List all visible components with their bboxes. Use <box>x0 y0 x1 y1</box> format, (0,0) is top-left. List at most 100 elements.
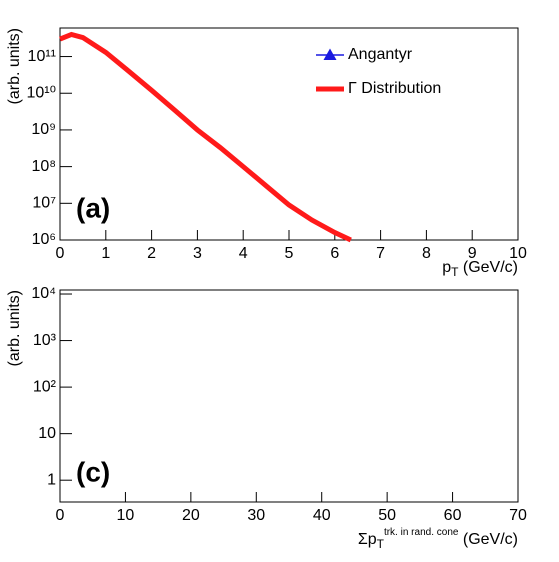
square-marker <box>369 0 378 9</box>
square-marker <box>320 0 329 9</box>
square-marker <box>303 0 312 9</box>
square-marker <box>401 0 410 9</box>
square-marker <box>319 0 328 9</box>
y-axis-label: (arb. units) <box>6 290 23 366</box>
panel-label: (c) <box>76 456 110 487</box>
plot-frame <box>59 289 519 503</box>
x-tick-label: 60 <box>444 507 462 524</box>
square-marker <box>332 0 341 9</box>
square-marker <box>411 0 420 9</box>
x-axis-label: ΣpTtrk. in rand. cone (GeV/c) <box>358 527 518 552</box>
square-marker <box>299 0 308 9</box>
x-axis-label: pT (GeV/c) <box>442 259 518 279</box>
plot-frame <box>59 27 519 241</box>
y-tick-label: 10¹⁰ <box>26 84 56 101</box>
square-marker <box>422 0 431 9</box>
square-marker <box>356 0 365 9</box>
legend-label: Γ Distribution <box>348 80 441 97</box>
square-marker <box>349 0 358 9</box>
square-marker <box>418 0 427 9</box>
x-tick-label: 20 <box>182 507 200 524</box>
square-marker <box>486 0 495 9</box>
square-marker <box>392 0 401 9</box>
square-marker <box>443 0 452 9</box>
y-tick-label: 1 <box>47 471 56 488</box>
square-marker <box>476 0 485 9</box>
x-tick-label: 3 <box>193 245 202 262</box>
square-marker <box>300 0 309 9</box>
square-marker <box>467 0 476 9</box>
legend-label: Angantyr <box>348 46 413 63</box>
square-marker <box>315 0 324 9</box>
square-marker <box>391 0 400 9</box>
y-tick-label: 10⁴ <box>31 285 56 302</box>
x-label-part: T <box>377 537 385 551</box>
y-tick-label: 10² <box>33 378 57 395</box>
x-tick-label: 10 <box>509 245 527 262</box>
square-marker <box>457 0 466 9</box>
square-marker <box>476 0 485 9</box>
square-marker <box>405 0 414 9</box>
x-tick-label: 1 <box>101 245 110 262</box>
square-marker <box>325 0 334 9</box>
square-marker <box>303 0 312 9</box>
x-tick-label: 0 <box>56 245 65 262</box>
x-tick-label: 7 <box>376 245 385 262</box>
square-marker <box>314 0 323 9</box>
square-marker <box>305 0 314 9</box>
x-tick-label: 4 <box>239 245 248 262</box>
x-tick-label: 70 <box>509 507 527 524</box>
square-marker <box>490 0 499 9</box>
square-marker <box>381 0 390 9</box>
y-tick-label: 10⁶ <box>32 231 56 248</box>
x-label-part: (GeV/c) <box>458 531 518 548</box>
x-tick-label: 8 <box>422 245 431 262</box>
x-tick-label: 0 <box>56 507 65 524</box>
x-tick-label: 30 <box>247 507 265 524</box>
y-tick-label: 10⁷ <box>32 195 56 212</box>
square-marker <box>453 0 462 9</box>
x-tick-label: 50 <box>378 507 396 524</box>
square-marker <box>358 0 367 9</box>
x-label-part: Σp <box>358 531 377 548</box>
square-marker <box>448 0 457 9</box>
x-tick-label: 6 <box>330 245 339 262</box>
square-marker <box>308 0 317 9</box>
x-tick-label: 9 <box>468 245 477 262</box>
x-label-part: T <box>451 265 459 279</box>
legend-swatch <box>323 48 337 60</box>
square-marker <box>434 0 443 9</box>
y-tick-label: 10⁹ <box>31 121 56 138</box>
y-tick-label: 10 <box>38 425 56 442</box>
square-marker <box>311 0 320 9</box>
square-marker <box>329 0 338 9</box>
x-label-part: (GeV/c) <box>458 259 518 276</box>
line <box>59 31 352 243</box>
square-marker <box>382 0 391 9</box>
y-tick-label: 10⁸ <box>31 158 56 175</box>
square-marker <box>439 0 448 9</box>
square-marker <box>349 0 358 9</box>
x-label-part: trk. in rand. cone <box>384 527 459 538</box>
y-tick-label: 10¹¹ <box>28 48 56 65</box>
square-marker <box>309 0 318 9</box>
x-tick-label: 40 <box>313 507 331 524</box>
panel-label: (a) <box>76 192 110 223</box>
square-marker <box>342 0 351 9</box>
square-marker <box>301 0 310 9</box>
square-marker <box>299 0 308 9</box>
x-label-part: p <box>442 259 451 276</box>
square-marker <box>373 0 382 9</box>
square-marker <box>301 0 310 9</box>
x-tick-label: 5 <box>285 245 294 262</box>
square-marker <box>433 0 442 9</box>
square-marker <box>467 0 476 9</box>
square-marker <box>340 0 349 9</box>
square-marker <box>299 0 308 9</box>
x-tick-label: 10 <box>117 507 135 524</box>
x-tick-label: 2 <box>147 245 156 262</box>
y-tick-label: 10³ <box>33 332 57 349</box>
square-marker <box>336 0 345 9</box>
square-marker <box>324 0 333 9</box>
